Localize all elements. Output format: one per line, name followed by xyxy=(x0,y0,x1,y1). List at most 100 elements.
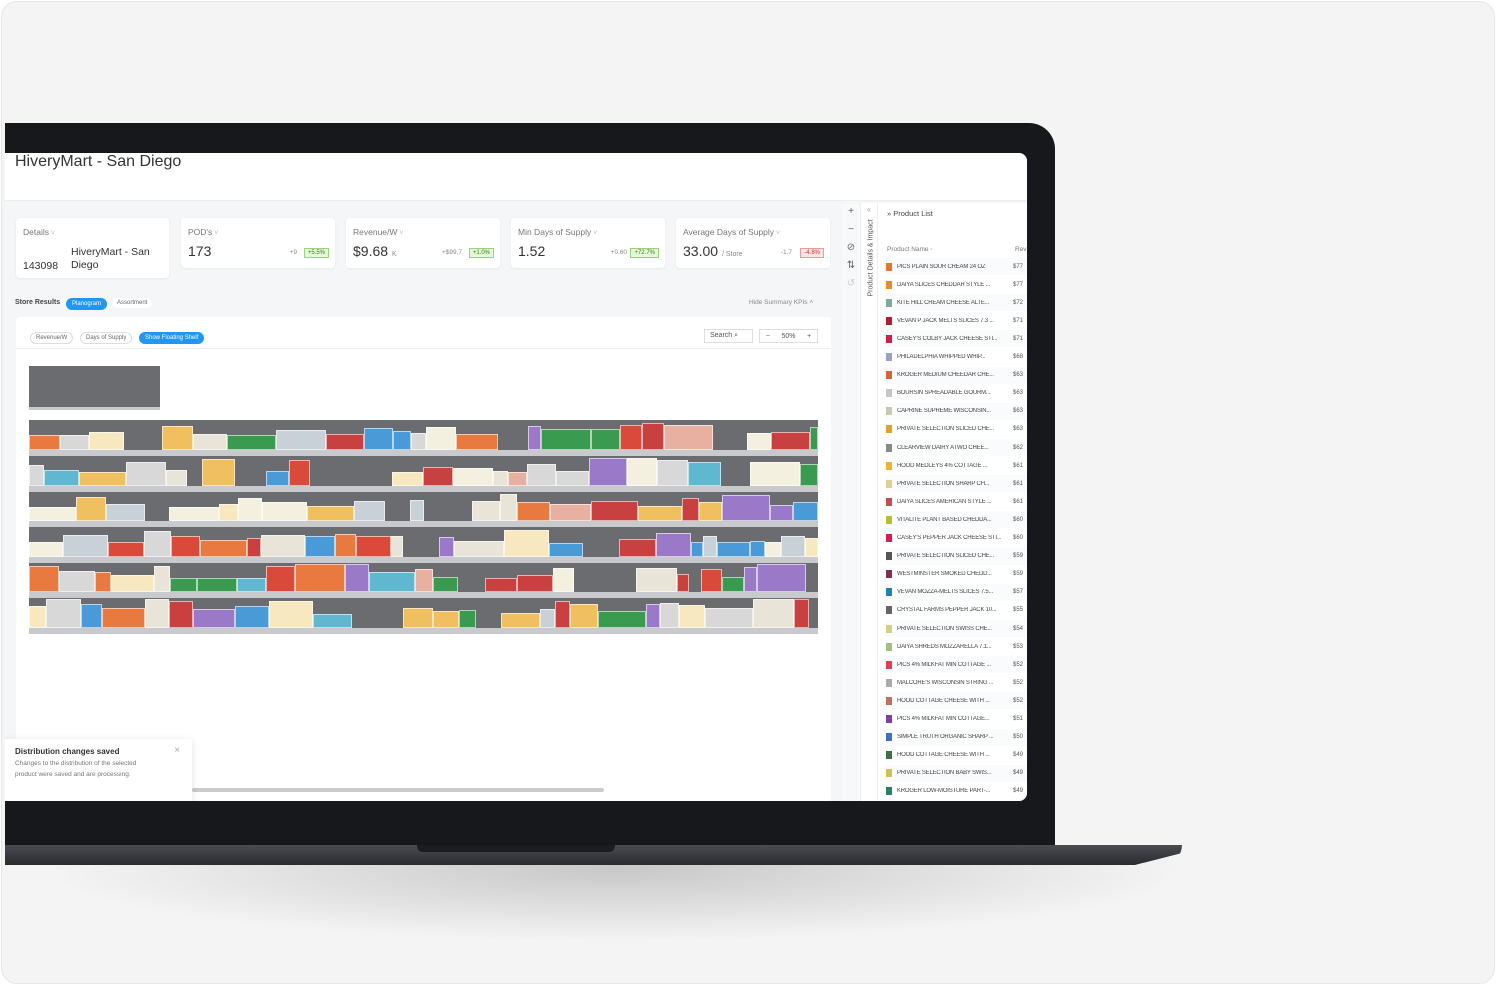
product-facing[interactable] xyxy=(549,542,583,557)
product-facing[interactable] xyxy=(794,598,809,628)
product-facing[interactable] xyxy=(677,574,689,592)
product-facing[interactable] xyxy=(364,428,393,450)
product-facing[interactable] xyxy=(638,506,682,521)
product-facing[interactable] xyxy=(108,541,144,557)
list-item[interactable]: SIMPLE TRUTH ORGANIC SHARP ... $50 xyxy=(886,728,1027,746)
product-facing[interactable] xyxy=(162,426,193,450)
product-facing[interactable] xyxy=(541,429,591,450)
collapse-icon[interactable]: « xyxy=(866,205,872,214)
product-facing[interactable] xyxy=(664,425,713,450)
product-facing[interactable] xyxy=(493,470,508,486)
product-facing[interactable] xyxy=(289,459,310,486)
minus-icon[interactable]: − xyxy=(848,224,854,235)
product-facing[interactable] xyxy=(29,464,44,486)
product-facing[interactable] xyxy=(193,608,235,628)
filter-floating-shelf[interactable]: Show Floating Shelf xyxy=(139,332,205,344)
product-facing[interactable] xyxy=(771,432,810,450)
list-item[interactable]: DAIYA SLICES AMERICAN STYLE ... $61 xyxy=(886,493,1027,510)
product-facing[interactable] xyxy=(722,577,744,592)
product-facing[interactable] xyxy=(59,571,95,592)
product-facing[interactable] xyxy=(636,568,677,592)
kpi-card[interactable]: Revenue/W $9.68 K +$99.7 +1.0% xyxy=(346,218,500,268)
tab-product-details[interactable]: « Product Details & Impact xyxy=(860,203,878,801)
product-facing[interactable] xyxy=(166,469,187,486)
product-facing[interactable] xyxy=(744,567,757,592)
product-facing[interactable] xyxy=(691,541,703,557)
product-facing[interactable] xyxy=(145,598,169,628)
list-item[interactable]: DAIYA SLICES CHEDDAR STYLE ... $77 xyxy=(886,276,1027,293)
close-icon[interactable]: × xyxy=(174,745,180,756)
product-facing[interactable] xyxy=(793,502,818,521)
product-facing[interactable] xyxy=(63,534,108,557)
product-facing[interactable] xyxy=(508,471,527,486)
product-facing[interactable] xyxy=(235,605,269,628)
product-facing[interactable] xyxy=(307,506,354,521)
product-facing[interactable] xyxy=(237,578,266,592)
product-facing[interactable] xyxy=(485,578,517,592)
product-facing[interactable] xyxy=(170,578,197,592)
product-facing[interactable] xyxy=(305,535,335,557)
product-facing[interactable] xyxy=(701,569,722,592)
product-facing[interactable] xyxy=(433,577,458,592)
product-facing[interactable] xyxy=(369,572,415,592)
list-item[interactable]: PRIVATE SELECTION SWISS CHE... $54 xyxy=(886,620,1027,637)
product-facing[interactable] xyxy=(553,568,574,592)
product-list-title[interactable]: » Product List xyxy=(887,209,933,218)
product-facing[interactable] xyxy=(459,609,476,628)
list-item[interactable]: PRIVATE SELECTION SLICED CHE... $59 xyxy=(886,547,1027,565)
col-product-name[interactable]: Product Name ◦ xyxy=(887,246,933,253)
list-item[interactable]: HOOD MEDLEYS 4% COTTAGE ... $61 xyxy=(886,457,1027,474)
product-facing[interactable] xyxy=(89,432,124,450)
kpi-details[interactable]: Details 143098 HiveryMart - San Diego xyxy=(16,218,169,278)
product-facing[interactable] xyxy=(261,534,305,557)
product-facing[interactable] xyxy=(403,607,433,628)
product-facing[interactable] xyxy=(171,535,200,557)
product-facing[interactable] xyxy=(295,564,345,592)
product-facing[interactable] xyxy=(642,423,664,450)
product-facing[interactable] xyxy=(423,466,453,486)
product-facing[interactable] xyxy=(500,494,517,521)
product-facing[interactable] xyxy=(688,461,721,486)
product-facing[interactable] xyxy=(598,610,646,628)
tab-planogram[interactable]: Planogram xyxy=(66,298,108,310)
list-item[interactable]: CASEY'S COLBY JACK CHEESE STI... $71 xyxy=(886,330,1027,348)
product-facing[interactable] xyxy=(805,537,818,557)
product-facing[interactable] xyxy=(276,430,326,450)
product-facing[interactable] xyxy=(81,603,102,628)
product-facing[interactable] xyxy=(747,433,771,450)
product-facing[interactable] xyxy=(29,605,46,628)
product-facing[interactable] xyxy=(504,529,549,557)
list-item[interactable]: CASEY'S PEPPER JACK CHEESE STI... $60 xyxy=(886,530,1027,547)
product-facing[interactable] xyxy=(753,598,794,628)
product-facing[interactable] xyxy=(679,604,705,628)
product-facing[interactable] xyxy=(810,427,818,450)
list-item[interactable]: VITALITE PLANT BASED CHEDDA... $60 xyxy=(886,511,1027,529)
swap-icon[interactable]: ⇅ xyxy=(846,260,856,271)
list-item[interactable]: VEVAN P JACK MELTS SLICES 7.3 ... $71 xyxy=(886,312,1027,329)
product-facing[interactable] xyxy=(266,470,289,486)
product-facing[interactable] xyxy=(750,540,765,557)
product-facing[interactable] xyxy=(646,603,660,628)
product-facing[interactable] xyxy=(656,532,691,557)
product-facing[interactable] xyxy=(219,504,238,521)
tab-assortment[interactable]: Assortment xyxy=(112,298,153,308)
product-facing[interactable] xyxy=(154,566,170,592)
product-facing[interactable] xyxy=(705,607,753,628)
list-item[interactable]: KROGER LOW-MOISTURE PART-... $49 xyxy=(886,783,1027,800)
product-facing[interactable] xyxy=(556,470,589,486)
product-facing[interactable] xyxy=(426,427,456,450)
product-facing[interactable] xyxy=(410,500,424,521)
product-facing[interactable] xyxy=(627,457,657,486)
product-facing[interactable] xyxy=(111,575,154,592)
filter-revenue[interactable]: Revenue/W xyxy=(30,332,74,344)
zoom-in-button[interactable]: + xyxy=(807,332,812,340)
product-facing[interactable] xyxy=(415,569,433,592)
product-facing[interactable] xyxy=(770,505,793,521)
product-facing[interactable] xyxy=(79,471,126,486)
product-facing[interactable] xyxy=(517,575,553,592)
list-item[interactable]: PICS 4% MILKFAT MIN COTTAGE ... $52 xyxy=(886,656,1027,674)
product-facing[interactable] xyxy=(95,572,111,592)
product-facing[interactable] xyxy=(517,502,550,521)
product-facing[interactable] xyxy=(60,435,89,450)
list-item[interactable]: HOOD COTTAGE CHEESE WITH ... $52 xyxy=(886,692,1027,710)
